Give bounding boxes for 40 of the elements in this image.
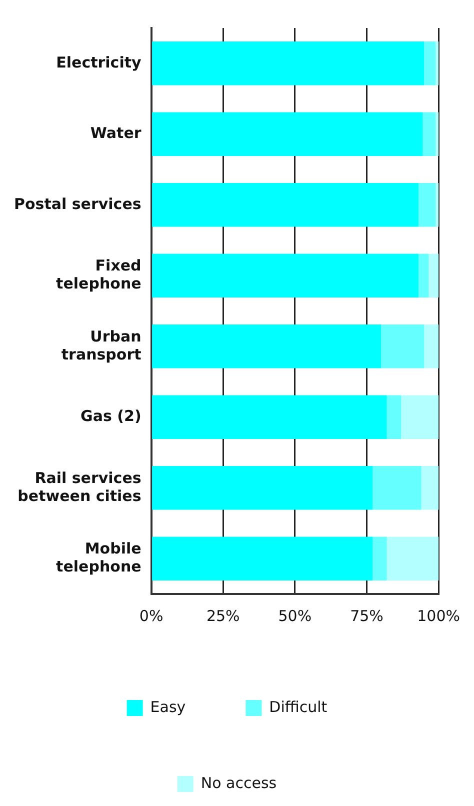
bar xyxy=(424,41,436,86)
y-tick-label: Postal services xyxy=(14,194,142,213)
bar xyxy=(421,466,439,510)
bar xyxy=(152,254,418,298)
bar xyxy=(381,324,424,368)
y-tick-label: Electricity xyxy=(56,53,142,72)
y-tick-label: Rail services between cities xyxy=(18,468,142,505)
legend-label: No access xyxy=(200,774,277,792)
x-tick-label: 25% xyxy=(206,606,240,625)
x-tick-label: 100% xyxy=(417,606,460,625)
bar xyxy=(152,395,387,440)
bar xyxy=(422,112,436,156)
bar xyxy=(386,395,402,440)
bar xyxy=(152,41,424,86)
bar xyxy=(418,254,429,298)
bar xyxy=(152,466,372,510)
bar xyxy=(428,254,439,298)
bar xyxy=(436,182,439,227)
bar xyxy=(152,536,372,581)
x-tick-label: 75% xyxy=(350,606,384,625)
y-tick-label: Gas (2) xyxy=(80,407,142,426)
y-tick-label: Water xyxy=(90,124,142,142)
x-tick-label: 50% xyxy=(278,606,312,625)
y-tick-label: Fixed telephone xyxy=(56,256,142,293)
bar xyxy=(436,112,439,156)
y-tick-label: Mobile telephone xyxy=(56,540,142,576)
bar xyxy=(152,324,382,368)
legend-label: Difficult xyxy=(269,698,328,716)
bar xyxy=(372,536,387,581)
bar xyxy=(424,324,439,368)
bar xyxy=(386,536,439,581)
bar xyxy=(418,182,436,227)
bar xyxy=(436,41,439,86)
legend-label: Easy xyxy=(150,698,186,716)
bar xyxy=(152,112,423,156)
y-tick-label: Urban transport xyxy=(61,327,142,364)
bar xyxy=(152,182,418,227)
bar xyxy=(401,395,439,440)
bar xyxy=(372,466,422,510)
x-tick-label: 0% xyxy=(139,606,164,625)
